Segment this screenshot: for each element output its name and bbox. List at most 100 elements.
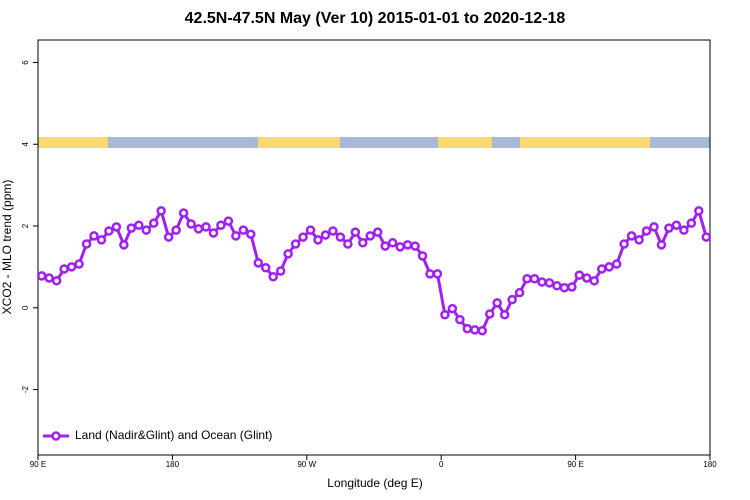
data-point: [305, 225, 316, 235]
land-band: [258, 137, 340, 148]
data-point: [604, 262, 614, 272]
data-point: [462, 323, 473, 334]
y-tick-label: 0: [21, 305, 30, 310]
data-point: [574, 270, 585, 280]
data-point: [163, 232, 174, 242]
y-axis-label: XCO2 - MLO trend (ppm): [0, 180, 14, 315]
data-point: [455, 314, 465, 325]
data-point: [313, 235, 323, 245]
data-point: [544, 278, 555, 288]
legend-marker: [51, 431, 61, 441]
data-point: [671, 220, 682, 230]
plot-frame: [37, 39, 711, 456]
data-point: [44, 273, 54, 283]
data-point: [387, 238, 398, 248]
data-point: [649, 222, 659, 232]
x-tick-label: 90 E: [567, 460, 583, 469]
data-point: [36, 271, 47, 281]
data-point: [358, 238, 368, 248]
ocean-band: [340, 137, 438, 148]
data-point: [290, 239, 301, 249]
data-point: [268, 271, 278, 282]
data-point: [178, 208, 189, 218]
data-point: [134, 220, 144, 230]
data-point: [447, 303, 458, 314]
data-point: [477, 325, 488, 336]
data-point: [402, 240, 413, 250]
chart-title: 42.5N-47.5N May (Ver 10) 2015-01-01 to 2…: [185, 10, 566, 27]
data-point: [253, 258, 264, 268]
x-tick-label: 90 E: [30, 460, 46, 469]
data-point: [507, 294, 517, 305]
data-point: [81, 239, 92, 249]
data-point: [701, 232, 712, 242]
x-tick-label: 90 W: [297, 460, 316, 469]
data-point: [148, 218, 159, 228]
data-point: [567, 282, 577, 292]
data-point: [492, 298, 502, 308]
data-point: [216, 220, 226, 230]
data-point: [66, 262, 77, 272]
data-point: [193, 224, 204, 234]
data-point: [619, 239, 629, 249]
data-point: [582, 273, 592, 283]
y-tick-label: -2: [21, 385, 30, 393]
legend-label: Land (Nadir&Glint) and Ocean (Glint): [75, 428, 272, 442]
data-point: [365, 231, 376, 241]
data-point: [552, 280, 562, 291]
data-point: [589, 276, 600, 286]
data-point: [186, 219, 196, 229]
data-point: [559, 283, 570, 293]
data-point: [679, 225, 689, 235]
data-point: [156, 206, 166, 216]
data-point: [634, 235, 644, 245]
data-point: [425, 269, 435, 279]
y-tick-label: 4: [21, 141, 30, 146]
data-point: [395, 242, 405, 252]
data-point: [664, 223, 674, 233]
data-point: [111, 222, 122, 232]
data-point: [96, 235, 107, 245]
land-band: [520, 137, 650, 148]
data-point: [529, 274, 540, 284]
data-point: [432, 269, 443, 279]
data-point: [141, 225, 152, 235]
data-point: [380, 241, 390, 251]
data-point: [275, 266, 286, 276]
x-tick-label: 180: [703, 460, 717, 469]
data-point: [656, 240, 667, 250]
x-axis-label: Longitude (deg E): [327, 476, 422, 490]
data-point: [484, 309, 495, 319]
land-band: [38, 137, 108, 148]
x-tick-label: 180: [166, 460, 180, 469]
data-point: [335, 232, 346, 242]
data-point: [320, 230, 331, 240]
ocean-band: [492, 137, 520, 148]
data-point: [208, 228, 219, 238]
data-point: [104, 226, 114, 236]
y-tick-label: 6: [21, 60, 30, 65]
x-tick-label: 0: [439, 460, 444, 469]
data-point: [328, 226, 338, 236]
data-point: [410, 241, 420, 251]
data-point: [283, 249, 293, 259]
data-point: [372, 227, 383, 237]
data-point: [514, 287, 525, 298]
data-point: [201, 222, 211, 232]
data-point: [499, 310, 510, 320]
data-point: [470, 325, 480, 335]
data-point: [440, 310, 450, 320]
ocean-band: [108, 137, 258, 148]
data-point: [74, 259, 84, 269]
data-point: [246, 229, 256, 239]
land-ocean-strip: [38, 137, 710, 148]
data-point: [641, 226, 652, 236]
data-point: [626, 231, 637, 241]
y-tick-label: 2: [21, 223, 30, 228]
data-point: [238, 225, 249, 235]
data-point: [694, 206, 704, 216]
data-point: [260, 262, 271, 273]
data-point: [522, 274, 532, 284]
land-band: [438, 137, 492, 148]
data-point: [611, 259, 622, 269]
